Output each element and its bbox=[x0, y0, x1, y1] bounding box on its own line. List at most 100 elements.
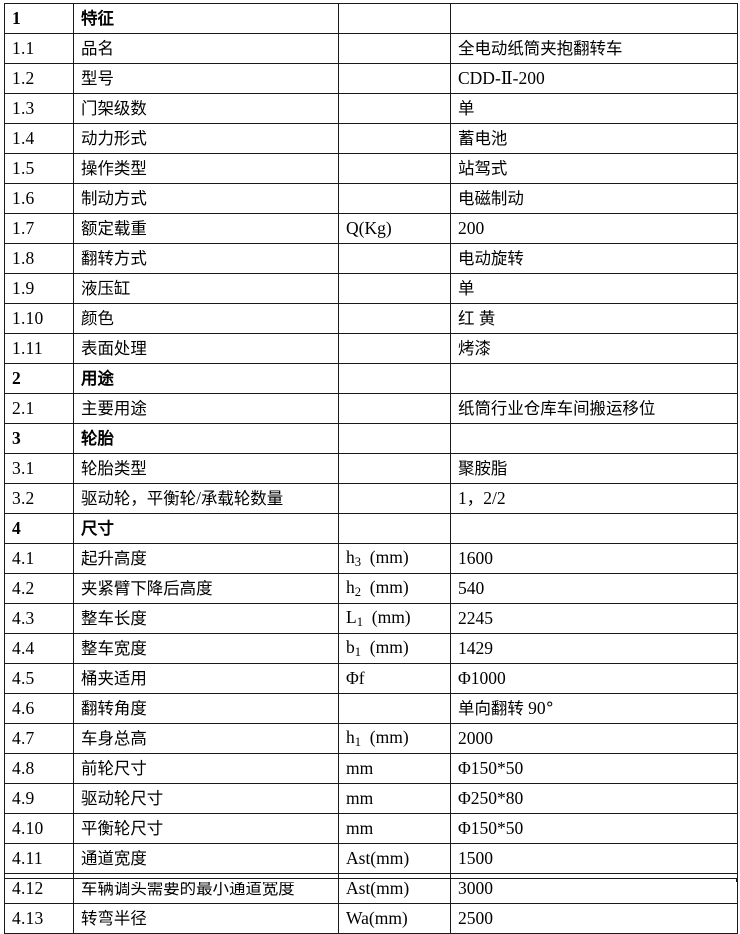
row-number: 4.10 bbox=[4, 813, 74, 844]
row-item-label: 夹紧臂下降后高度 bbox=[73, 573, 339, 604]
table-row: 3 轮胎 bbox=[4, 423, 738, 454]
row-value: 单 bbox=[450, 273, 738, 304]
row-symbol: h1 (mm) bbox=[338, 723, 451, 754]
row-value bbox=[450, 423, 738, 454]
row-item-label: 翻转角度 bbox=[73, 693, 339, 724]
row-symbol bbox=[338, 483, 451, 514]
table-row: 4.1 起升高度 h3 (mm) 1600 bbox=[4, 543, 738, 574]
row-symbol bbox=[338, 153, 451, 184]
row-symbol bbox=[338, 513, 451, 544]
row-value: 2500 bbox=[450, 903, 738, 934]
row-number: 1.9 bbox=[4, 273, 74, 304]
row-item-label: 制动方式 bbox=[73, 183, 339, 214]
table-row: 2 用途 bbox=[4, 363, 738, 394]
table-row: 1.6 制动方式 电磁制动 bbox=[4, 183, 738, 214]
table-row: 4.11 通道宽度 Ast(mm) 1500 bbox=[4, 843, 738, 874]
row-item-label: 驱动轮，平衡轮/承载轮数量 bbox=[73, 483, 339, 514]
row-symbol bbox=[338, 63, 451, 94]
row-value: Φ150*50 bbox=[450, 753, 738, 784]
row-item-label: 驱动轮尺寸 bbox=[73, 783, 339, 814]
row-item-label: 整车长度 bbox=[73, 603, 339, 634]
row-item-label: 品名 bbox=[73, 33, 339, 64]
row-value: 全电动纸筒夹抱翻转车 bbox=[450, 33, 738, 64]
table-row: 4.13 转弯半径 Wa(mm) 2500 bbox=[4, 903, 738, 934]
row-number: 1.6 bbox=[4, 183, 74, 214]
table-row: 1.4 动力形式 蓄电池 bbox=[4, 123, 738, 154]
row-number: 4.4 bbox=[4, 633, 74, 664]
row-value: Φ250*80 bbox=[450, 783, 738, 814]
row-number: 1.10 bbox=[4, 303, 74, 334]
row-number: 1 bbox=[4, 3, 74, 34]
row-item-label: 额定载重 bbox=[73, 213, 339, 244]
spec-sheet: 1 特征 1.1 品名 全电动纸筒夹抱翻转车 1.2 型号 CDD-Ⅱ-200 1.3 门架级数单… bbox=[4, 3, 738, 934]
row-item-label: 整车宽度 bbox=[73, 633, 339, 664]
row-value: 纸筒行业仓库车间搬运移位 bbox=[450, 393, 738, 424]
section-title: 尺寸 bbox=[73, 513, 339, 544]
row-item-label: 轮胎类型 bbox=[73, 453, 339, 484]
row-number: 1.4 bbox=[4, 123, 74, 154]
row-symbol bbox=[338, 363, 451, 394]
row-symbol bbox=[338, 393, 451, 424]
table-row: 4.3 整车长度 L1 (mm) 2245 bbox=[4, 603, 738, 634]
table-row: 4.2 夹紧臂下降后高度 h2 (mm) 540 bbox=[4, 573, 738, 604]
row-symbol: mm bbox=[338, 813, 451, 844]
row-number: 4 bbox=[4, 513, 74, 544]
row-item-label: 型号 bbox=[73, 63, 339, 94]
row-value: 电动旋转 bbox=[450, 243, 738, 274]
row-item-label: 转弯半径 bbox=[73, 903, 339, 934]
row-value bbox=[450, 513, 738, 544]
row-item-label: 操作类型 bbox=[73, 153, 339, 184]
row-symbol bbox=[338, 183, 451, 214]
table-bottom-partial-row bbox=[4, 878, 737, 883]
table-row: 3.2 驱动轮，平衡轮/承载轮数量 1，2/2 bbox=[4, 483, 738, 514]
table-row: 2.1 主要用途 纸筒行业仓库车间搬运移位 bbox=[4, 393, 738, 424]
table-row: 1.11 表面处理 烤漆 bbox=[4, 333, 738, 364]
table-row: 4.4 整车宽度 b1 (mm) 1429 bbox=[4, 633, 738, 664]
row-symbol: Φf bbox=[338, 663, 451, 694]
row-number: 4.2 bbox=[4, 573, 74, 604]
row-item-label: 平衡轮尺寸 bbox=[73, 813, 339, 844]
row-item-label: 车身总高 bbox=[73, 723, 339, 754]
row-number: 1.11 bbox=[4, 333, 74, 364]
row-number: 4.5 bbox=[4, 663, 74, 694]
row-symbol: Wa(mm) bbox=[338, 903, 451, 934]
row-symbol bbox=[338, 333, 451, 364]
row-value bbox=[450, 363, 738, 394]
row-symbol: b1 (mm) bbox=[338, 633, 451, 664]
row-value: 2000 bbox=[450, 723, 738, 754]
row-item-label: 液压缸 bbox=[73, 273, 339, 304]
row-value: 540 bbox=[450, 573, 738, 604]
row-symbol: Ast(mm) bbox=[338, 843, 451, 874]
table-row: 4.10 平衡轮尺寸 mm Φ150*50 bbox=[4, 813, 738, 844]
specification-table: 1 特征 1.1 品名 全电动纸筒夹抱翻转车 1.2 型号 CDD-Ⅱ-200 1.3 门架级数单… bbox=[4, 3, 738, 934]
row-item-label: 门架级数 bbox=[73, 93, 339, 124]
row-number: 3.2 bbox=[4, 483, 74, 514]
row-value: 电磁制动 bbox=[450, 183, 738, 214]
row-value: 站驾式 bbox=[450, 153, 738, 184]
table-row: 1.7 额定载重 Q(Kg) 200 bbox=[4, 213, 738, 244]
section-title: 用途 bbox=[73, 363, 339, 394]
row-value: 2245 bbox=[450, 603, 738, 634]
row-number: 4.11 bbox=[4, 843, 74, 874]
table-row: 1.2 型号 CDD-Ⅱ-200 bbox=[4, 63, 738, 94]
row-item-label: 桶夹适用 bbox=[73, 663, 339, 694]
table-row: 1.9 液压缸 单 bbox=[4, 273, 738, 304]
row-number: 4.7 bbox=[4, 723, 74, 754]
row-item-label: 翻转方式 bbox=[73, 243, 339, 274]
row-item-label: 颜色 bbox=[73, 303, 339, 334]
section-title: 轮胎 bbox=[73, 423, 339, 454]
row-number: 1.5 bbox=[4, 153, 74, 184]
table-row: 1.5 操作类型 站驾式 bbox=[4, 153, 738, 184]
row-value: 1429 bbox=[450, 633, 738, 664]
row-symbol: mm bbox=[338, 753, 451, 784]
row-value: 单向翻转 90° bbox=[450, 693, 738, 724]
row-value: 1500 bbox=[450, 843, 738, 874]
row-number: 4.1 bbox=[4, 543, 74, 574]
row-number: 4.13 bbox=[4, 903, 74, 934]
table-row: 4.9 驱动轮尺寸 mm Φ250*80 bbox=[4, 783, 738, 814]
row-value: 1，2/2 bbox=[450, 483, 738, 514]
table-row: 4.8 前轮尺寸 mm Φ150*50 bbox=[4, 753, 738, 784]
row-item-label: 表面处理 bbox=[73, 333, 339, 364]
row-value: 聚胺脂 bbox=[450, 453, 738, 484]
row-item-label: 动力形式 bbox=[73, 123, 339, 154]
